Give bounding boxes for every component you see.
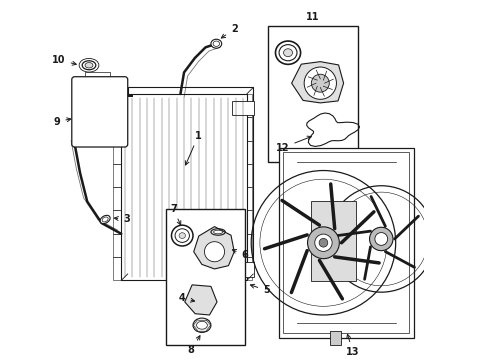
Text: 7: 7 [170,204,181,225]
Bar [113,164,122,187]
Text: 3: 3 [114,215,130,224]
Text: 4: 4 [179,293,195,303]
FancyBboxPatch shape [72,77,128,147]
Ellipse shape [179,233,186,238]
Circle shape [369,227,393,251]
Bar [232,262,254,277]
Text: 5: 5 [250,284,270,296]
Text: 13: 13 [346,334,360,357]
Ellipse shape [102,217,108,222]
Circle shape [204,242,224,262]
Bar [122,94,247,280]
Polygon shape [185,285,217,315]
Text: 2: 2 [221,24,238,38]
Bar [113,94,122,117]
Circle shape [311,74,329,92]
Text: 9: 9 [53,117,71,127]
Bar [113,211,122,234]
Polygon shape [194,226,234,269]
Ellipse shape [279,45,297,61]
Text: 11: 11 [306,12,320,22]
Bar [269,26,358,162]
Bar [247,211,252,234]
Ellipse shape [100,215,110,224]
Bar [85,72,110,80]
Bar [113,140,122,164]
Text: 10: 10 [52,55,76,65]
Ellipse shape [196,321,207,329]
Bar [247,187,252,211]
Ellipse shape [82,61,96,70]
Ellipse shape [193,318,211,332]
Bar [247,164,252,187]
Ellipse shape [175,229,190,242]
Bar [113,234,122,257]
Bar [330,330,341,345]
Bar [283,152,409,333]
Bar [113,257,122,280]
Ellipse shape [213,41,220,46]
Bar [247,257,252,280]
Circle shape [315,234,332,251]
Circle shape [375,233,388,246]
Ellipse shape [284,49,293,57]
Ellipse shape [85,63,93,68]
Bar [232,101,254,116]
Ellipse shape [214,230,222,234]
Text: 6: 6 [232,249,248,260]
Polygon shape [292,62,343,103]
Bar [113,117,122,140]
Bar [128,87,253,274]
Circle shape [304,67,337,99]
Text: 8: 8 [188,336,200,355]
Bar [247,94,252,117]
Bar [279,148,414,338]
Text: 1: 1 [185,131,202,165]
Bar [247,234,252,257]
Bar [113,187,122,211]
Bar [311,201,356,281]
Circle shape [308,227,340,258]
Ellipse shape [211,39,221,48]
Text: 12: 12 [276,136,311,153]
Circle shape [319,238,328,247]
Bar [247,140,252,164]
Bar [247,117,252,140]
Bar [166,209,245,345]
